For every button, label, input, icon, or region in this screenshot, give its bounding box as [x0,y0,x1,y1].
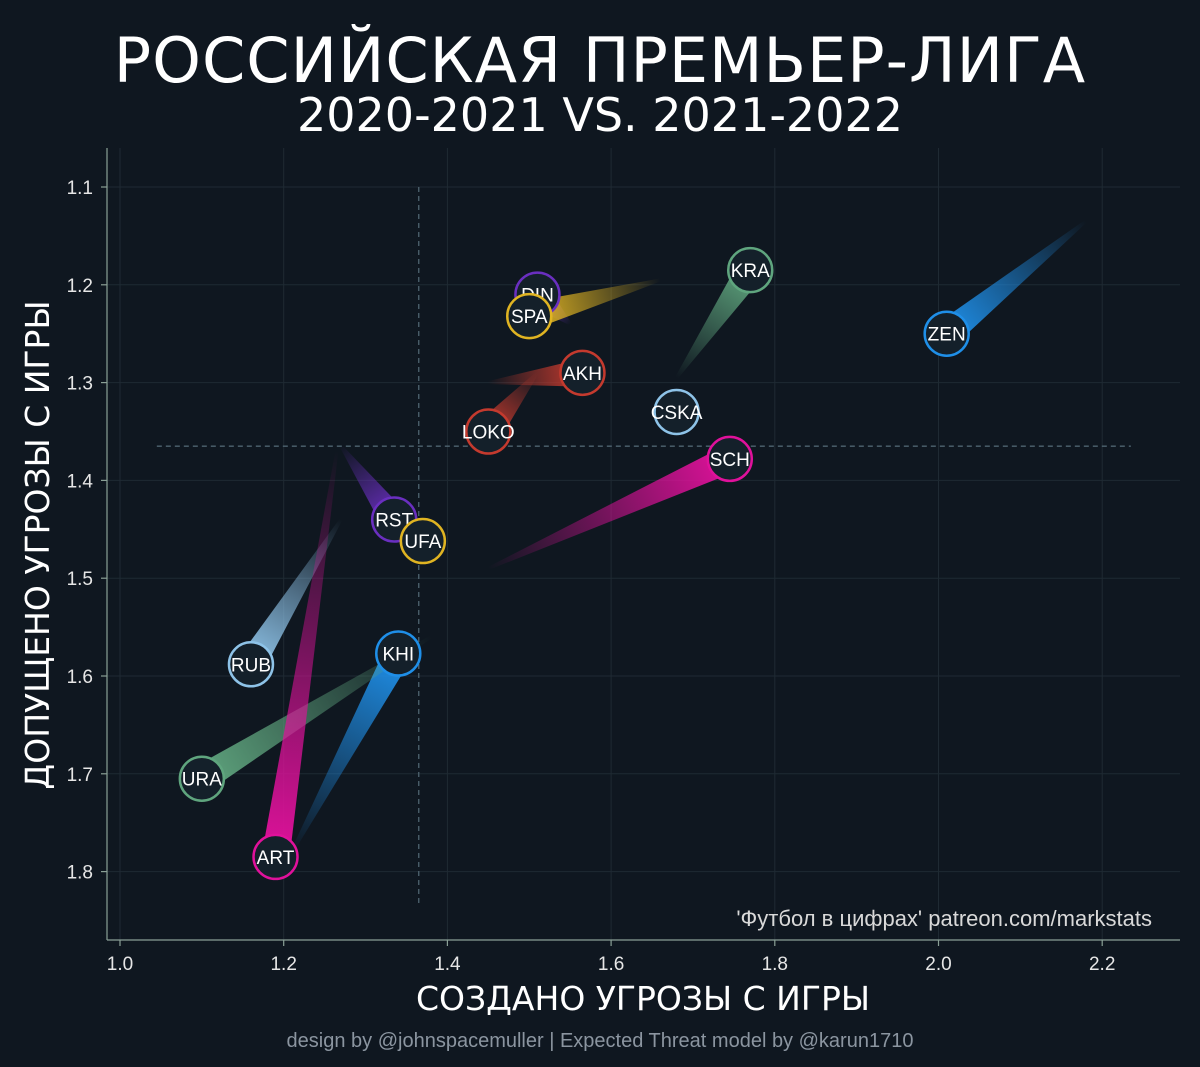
point-cska [653,388,700,436]
y-tick-label: 1.4 [67,471,94,492]
point-kra [726,246,774,294]
label-spa: SPA [511,307,548,328]
trail-spa [525,278,661,330]
point-rub [227,641,275,688]
y-axis-label: ДОПУЩЕНО УГРОЗЫ С ИГРЫ [18,300,57,789]
source-annotation: 'Футбол в цифрах' patreon.com/markstats [736,906,1152,931]
point-sch [706,435,754,483]
label-rst: RST [375,511,413,532]
point-akh [559,349,606,397]
y-tick-label: 1.3 [67,374,93,395]
label-akh: AKH [563,364,602,385]
footer-credits: design by @johnspacemuller | Expected Th… [286,1030,914,1052]
team-points: ZENKRADINSPAAKHCSKALOKOSCHRSTUFARUBKHIUR… [178,246,970,881]
label-rub: RUB [231,655,271,676]
y-tick-label: 1.6 [67,667,93,688]
trail-khi [290,646,411,853]
average-lines [156,187,1131,906]
point-art [252,833,299,881]
trail-kra [675,262,762,379]
trail-ura [194,635,432,791]
y-tick-label: 1.5 [67,569,93,590]
chart-subtitle: 2020-2021 VS. 2021-2022 [297,88,903,142]
trail-zen [937,220,1087,345]
y-tick-label: 1.7 [67,765,93,786]
label-sch: SCH [710,450,750,471]
x-tick-label: 1.6 [598,954,624,975]
point-ufa [399,517,447,565]
x-tick-label: 1.0 [107,954,133,975]
point-khi [375,630,422,677]
chart-title: РОССИЙСКАЯ ПРЕМЬЕР-ЛИГА [113,24,1087,97]
label-ufa: UFA [404,532,441,553]
x-tick-label: 1.2 [270,954,296,975]
label-khi: KHI [382,645,414,666]
point-loko [465,408,512,455]
label-kra: KRA [731,261,770,282]
x-tick-label: 2.2 [1089,954,1115,975]
y-tick-label: 1.8 [67,863,93,884]
label-loko: LOKO [462,423,515,444]
label-art: ART [257,848,295,869]
x-tick-label: 2.0 [925,954,951,975]
label-zen: ZEN [928,325,966,346]
label-cska: CSKA [651,403,703,424]
x-axis-label: СОЗДАНО УГРОЗЫ С ИГРЫ [416,979,870,1018]
x-tick-label: 1.8 [762,954,788,975]
trail-art [261,450,339,859]
axes: 1.0 1.2 1.4 1.6 1.8 2.0 2.2 1.1 1.2 1.3 1.4 1.5 1.6 1… [67,148,1180,975]
trail-sch [487,446,736,570]
label-ura: URA [182,770,222,791]
point-ura [178,755,226,802]
grid-lines [107,148,1180,940]
y-tick-label: 1.2 [67,276,93,297]
x-tick-label: 1.4 [434,954,461,975]
y-tick-label: 1.1 [67,178,93,199]
point-spa [506,292,553,340]
point-zen [923,310,970,357]
